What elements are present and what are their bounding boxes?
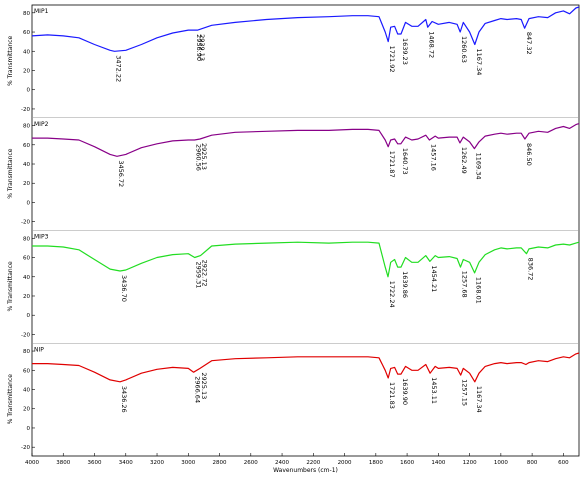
x-tick-label: 3800 bbox=[56, 460, 70, 466]
x-tick-label: 2400 bbox=[275, 460, 289, 466]
x-tick-label: 1600 bbox=[400, 460, 414, 466]
y-tick-label: 80 bbox=[23, 349, 30, 355]
panel-label: NIP bbox=[34, 346, 44, 353]
y-tick-label: 40 bbox=[23, 388, 30, 394]
spectrum-line bbox=[32, 241, 580, 278]
peak-annotation: 1454.21 bbox=[430, 265, 438, 292]
x-tick-label: 3200 bbox=[150, 460, 164, 466]
y-axis-label: % Transmittance bbox=[7, 261, 14, 311]
y-tick-label: 20 bbox=[23, 294, 30, 300]
y-axis-label: % Transmittance bbox=[7, 374, 14, 424]
y-axis-label: % Transmittance bbox=[7, 35, 14, 85]
x-tick-label: 3600 bbox=[88, 460, 102, 466]
y-tick-label: -20 bbox=[21, 445, 30, 451]
y-tick-label: 0 bbox=[27, 200, 31, 206]
x-tick-label: 1800 bbox=[369, 460, 383, 466]
peak-annotation: 1639.86 bbox=[401, 271, 409, 298]
peak-annotation: 1457.16 bbox=[429, 144, 437, 171]
peak-annotation: 846.50 bbox=[525, 143, 533, 166]
peak-annotation: 1260.63 bbox=[460, 36, 468, 63]
peak-annotation: 2939.13 bbox=[198, 34, 206, 61]
y-tick-label: 40 bbox=[23, 49, 30, 55]
x-tick-label: 2800 bbox=[213, 460, 227, 466]
y-tick-label: -20 bbox=[21, 220, 30, 226]
x-tick-label: 2200 bbox=[306, 460, 320, 466]
y-tick-label: 0 bbox=[27, 88, 31, 94]
panel-label: MIP2 bbox=[34, 121, 49, 128]
y-tick-label: 60 bbox=[23, 30, 30, 36]
peak-annotation: 3436.26 bbox=[120, 386, 128, 413]
y-tick-label: 60 bbox=[23, 256, 30, 262]
y-axis-label: % Transmittance bbox=[7, 148, 14, 198]
y-tick-label: -20 bbox=[21, 332, 30, 338]
y-tick-label: 20 bbox=[23, 181, 30, 187]
x-tick-label: 4000 bbox=[25, 460, 39, 466]
spectrum-line bbox=[31, 6, 580, 52]
peak-annotation: 3472.22 bbox=[115, 55, 123, 82]
x-tick-label: 1000 bbox=[494, 460, 508, 466]
y-tick-label: 0 bbox=[27, 313, 31, 319]
peak-annotation: 2966.64 bbox=[194, 376, 202, 403]
spectrum-line bbox=[32, 123, 580, 157]
peak-annotation: 1722.24 bbox=[388, 281, 396, 308]
peak-annotation: 1721.87 bbox=[388, 151, 396, 178]
y-tick-label: 40 bbox=[23, 162, 30, 168]
peak-annotation: 1257.68 bbox=[461, 271, 469, 298]
peak-annotation: 1168.01 bbox=[475, 277, 483, 304]
x-tick-label: 1400 bbox=[431, 460, 445, 466]
x-tick-label: 800 bbox=[527, 460, 538, 466]
y-tick-label: 60 bbox=[23, 368, 30, 374]
peak-annotation: 2925.13 bbox=[200, 143, 208, 170]
peak-annotation: 1167.34 bbox=[475, 49, 483, 76]
spectrum-line bbox=[32, 352, 580, 383]
peak-annotation: 3436.70 bbox=[120, 275, 128, 302]
y-tick-label: 0 bbox=[27, 426, 31, 432]
peak-annotation: 1639.23 bbox=[401, 38, 409, 65]
peak-annotation: 2959.31 bbox=[195, 262, 203, 289]
panel-label: MIP3 bbox=[34, 234, 49, 241]
panel-label: MIP1 bbox=[34, 8, 49, 15]
y-tick-label: 80 bbox=[23, 124, 30, 130]
peak-annotation: 1257.15 bbox=[461, 379, 469, 406]
peak-annotation: 1453.11 bbox=[430, 377, 438, 404]
y-tick-label: 60 bbox=[23, 143, 30, 149]
y-tick-label: 80 bbox=[23, 236, 30, 242]
peak-annotation: 2922.72 bbox=[200, 260, 208, 287]
peak-annotation: 836.72 bbox=[526, 258, 534, 281]
peak-annotation: 1169.34 bbox=[474, 153, 482, 180]
y-tick-label: 20 bbox=[23, 407, 30, 413]
x-tick-label: 2000 bbox=[338, 460, 352, 466]
peak-annotation: 1640.73 bbox=[401, 148, 409, 175]
y-tick-label: 80 bbox=[23, 11, 30, 17]
peak-annotation: 3456.72 bbox=[117, 160, 125, 187]
x-tick-label: 3400 bbox=[119, 460, 133, 466]
y-tick-label: 20 bbox=[23, 68, 30, 74]
peak-annotation: 2956.90 bbox=[195, 34, 203, 61]
peak-annotation: 1468.72 bbox=[428, 31, 436, 58]
peak-annotation: 1639.90 bbox=[401, 378, 409, 405]
peak-annotation: 1721.83 bbox=[388, 382, 396, 409]
x-tick-label: 3000 bbox=[181, 460, 195, 466]
x-tick-label: 600 bbox=[558, 460, 569, 466]
peak-annotation: 847.32 bbox=[525, 32, 533, 55]
peak-annotation: 1262.49 bbox=[460, 147, 468, 174]
y-tick-label: 40 bbox=[23, 275, 30, 281]
x-tick-label: 2600 bbox=[244, 460, 258, 466]
y-tick-label: -20 bbox=[21, 107, 30, 113]
x-tick-label: 1200 bbox=[463, 460, 477, 466]
peak-annotation: 2925.13 bbox=[200, 372, 208, 399]
peak-annotation: 1721.92 bbox=[388, 46, 396, 73]
x-axis-label: Wavenumbers (cm-1) bbox=[273, 467, 338, 474]
peak-annotation: 1167.34 bbox=[475, 386, 483, 413]
peak-annotation: 2960.56 bbox=[195, 144, 203, 171]
